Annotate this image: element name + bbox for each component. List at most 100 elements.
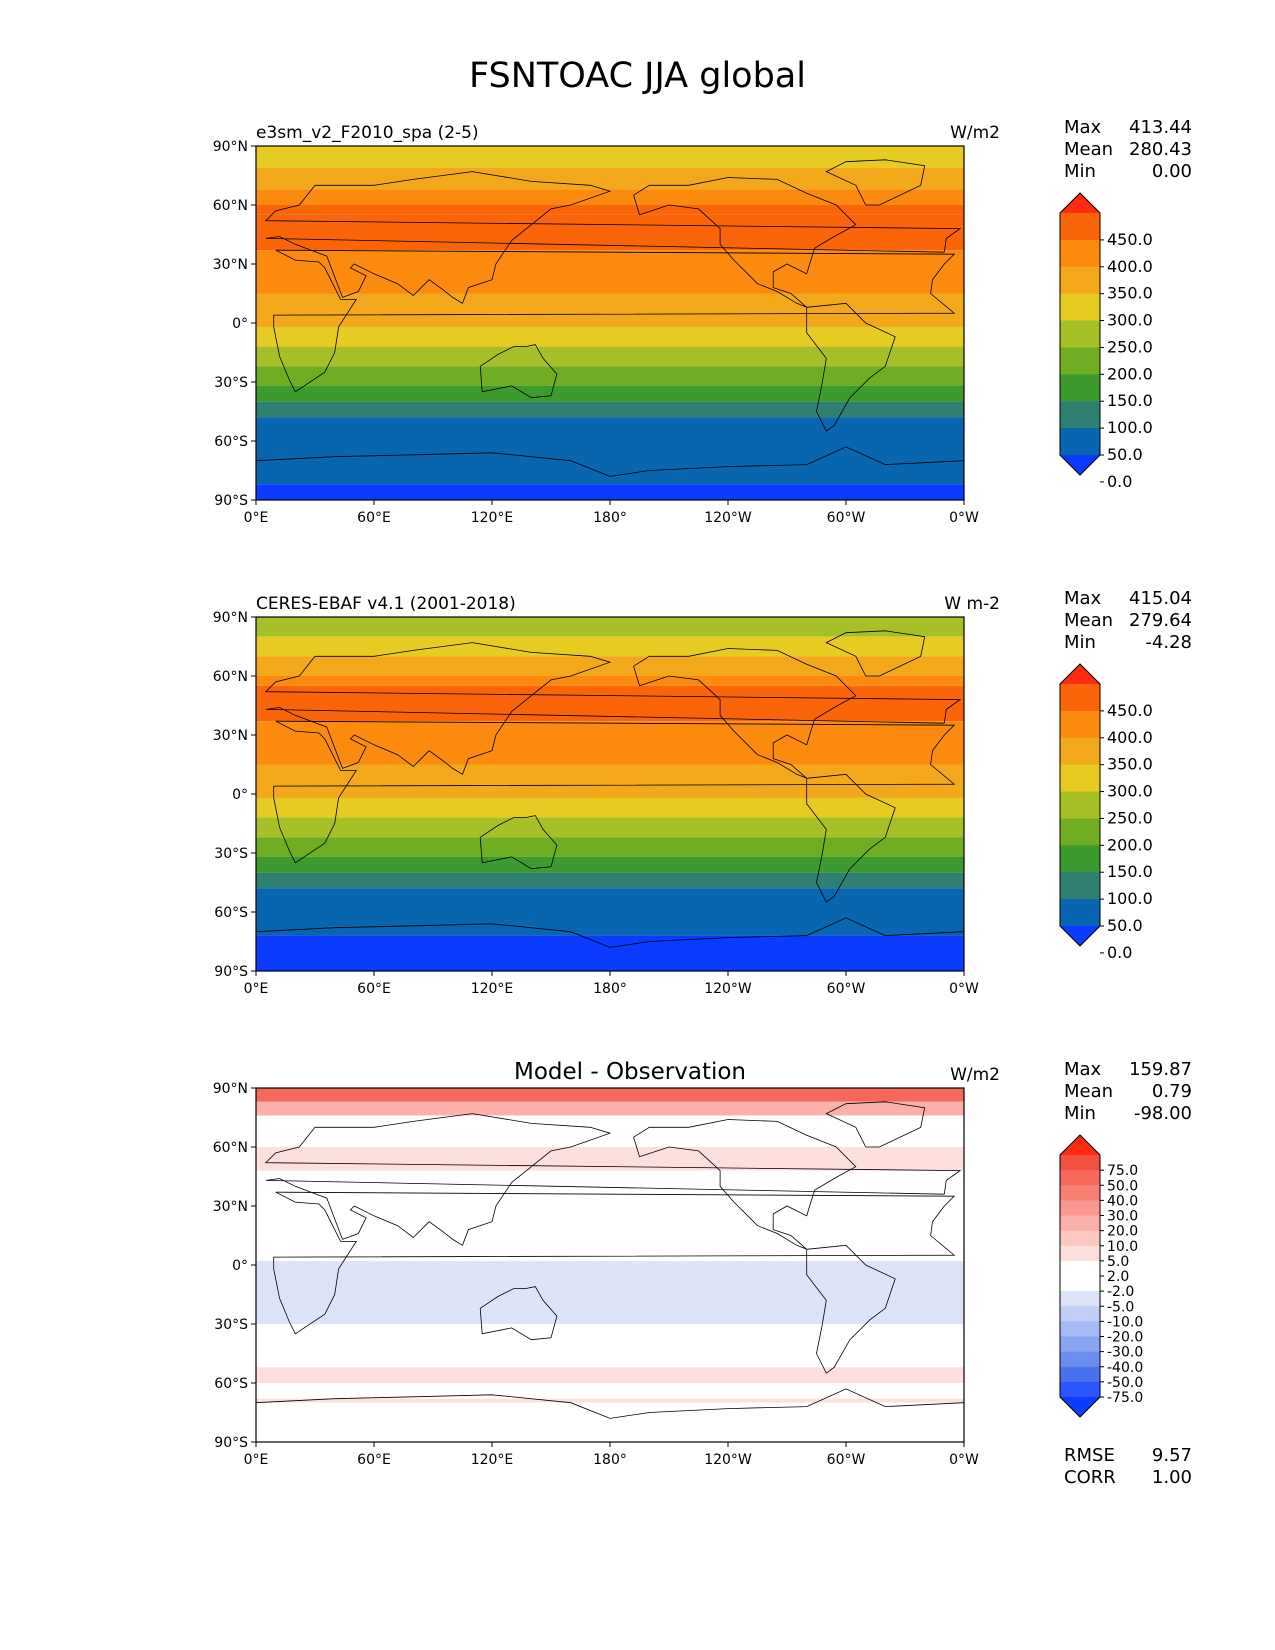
colorbar-segment xyxy=(1060,899,1100,927)
field-band-1 xyxy=(256,167,964,190)
colorbar-extend-max xyxy=(1060,664,1100,684)
colorbar-segment xyxy=(1060,845,1100,873)
colorbar-segment xyxy=(1060,1155,1100,1171)
stat-label: Mean xyxy=(1064,1081,1114,1102)
lon-tick-label: 60°E xyxy=(357,1452,391,1468)
colorbar-label: 50.0 xyxy=(1107,916,1143,935)
colorbar-segment xyxy=(1060,1351,1100,1368)
colorbar-segment xyxy=(1060,684,1100,712)
colorbar-label: 350.0 xyxy=(1107,755,1153,774)
stat-value: 279.64 xyxy=(1129,610,1192,631)
lon-tick-label: 120°E xyxy=(471,981,514,997)
colorbar: -75.0-50.0-40.0-30.0-20.0-10.0-5.0-2.02.… xyxy=(1059,1134,1143,1418)
colorbar-segment xyxy=(1060,293,1100,322)
stat-label: Min xyxy=(1064,632,1096,653)
colorbar-segment xyxy=(1060,1200,1100,1216)
lon-tick-label: 0°E xyxy=(244,981,269,997)
stat-label: Min xyxy=(1064,161,1096,182)
colorbar-segment xyxy=(1060,872,1100,900)
coastline-4 xyxy=(479,344,558,399)
colorbar-segment xyxy=(1060,239,1100,268)
lat-tick-label: 60°N xyxy=(213,198,248,214)
stat-label: Mean xyxy=(1064,139,1114,160)
stat-min: Min -4.28 xyxy=(1064,632,1192,654)
lon-tick-label: 60°E xyxy=(357,981,391,997)
field-band-9 xyxy=(256,1367,964,1383)
colorbar-segment xyxy=(1060,1260,1100,1277)
stat-value: 1.00 xyxy=(1151,1467,1192,1488)
lat-tick-label: 30°N xyxy=(213,257,248,273)
field-band-1 xyxy=(256,636,964,657)
field-band-3 xyxy=(256,676,964,686)
coastline-6 xyxy=(255,446,965,477)
stats-block: Max 415.04 Mean 279.64 Min -4.28 xyxy=(1064,588,1192,654)
field-band-9 xyxy=(256,366,964,386)
panel-left-title: CERES-EBAF v4.1 (2001-2018) xyxy=(256,594,516,614)
coastline-3 xyxy=(806,773,896,903)
field-band-12 xyxy=(256,417,964,441)
field-band-4 xyxy=(256,214,964,251)
coastlines xyxy=(255,1101,965,1419)
stat-value: 0.79 xyxy=(1151,1081,1192,1102)
lon-tick-label: 60°W xyxy=(827,981,866,997)
field-band-13 xyxy=(256,441,964,485)
colorbar-label: 450.0 xyxy=(1107,701,1153,720)
map-plot: 90°N 60°N 30°N 0° 30°S 60°S 90°S0°E 60°E 120°E 18… xyxy=(213,610,979,997)
colorbar-label: -50.0 xyxy=(1107,1375,1143,1391)
lon-tick-label: 180° xyxy=(593,1452,627,1468)
colorbar-label: -75.0 xyxy=(1107,1390,1143,1406)
lon-tick-label: 180° xyxy=(593,510,627,526)
stat-label: Max xyxy=(1064,1059,1102,1080)
lon-tick-label: 120°W xyxy=(704,510,752,526)
colorbar-segment xyxy=(1060,1336,1100,1353)
colorbar-segment xyxy=(1060,266,1100,295)
colorbar-label: 40.0 xyxy=(1107,1193,1138,1209)
stat-mean: Mean 279.64 xyxy=(1064,610,1192,632)
field-band-8 xyxy=(256,1324,964,1368)
colorbar-segment xyxy=(1060,1366,1100,1383)
field-band-7 xyxy=(256,1288,964,1324)
colorbar-extend-min xyxy=(1060,1397,1100,1417)
lat-tick-label: 60°N xyxy=(213,1140,248,1156)
lon-tick-label: 60°W xyxy=(827,1452,866,1468)
panel-difference: Model - Observation W/m2 90°N 60°N 30°N 0° 3… xyxy=(0,1057,1275,1497)
panel-center-title: Model - Observation xyxy=(513,1059,747,1085)
lat-tick-label: 30°N xyxy=(213,728,248,744)
colorbar-label: 10.0 xyxy=(1107,1239,1138,1255)
field-band-0 xyxy=(256,1088,964,1102)
stat-value: 0.00 xyxy=(1151,161,1192,182)
stats-block: Max 413.44 Mean 280.43 Min 0.00 xyxy=(1064,117,1192,183)
colorbar-segment xyxy=(1060,1306,1100,1322)
colorbar-label: 100.0 xyxy=(1107,889,1153,908)
stat-label: Mean xyxy=(1064,610,1114,631)
coastline-1 xyxy=(264,642,962,775)
field-band-5 xyxy=(256,1245,964,1262)
field-band-8 xyxy=(256,817,964,838)
stat-label: RMSE xyxy=(1064,1445,1115,1466)
colorbar-segment xyxy=(1060,737,1100,766)
field-band-14 xyxy=(256,484,964,500)
stat-max: Max 415.04 xyxy=(1064,588,1192,610)
stat-mean: Mean 0.79 xyxy=(1064,1081,1192,1103)
lat-tick-label: 0° xyxy=(232,1258,248,1274)
lon-tick-label: 120°W xyxy=(704,981,752,997)
coastline-3 xyxy=(806,1244,896,1374)
stats-block: Max 159.87 Mean 0.79 Min -98.00 xyxy=(1064,1059,1192,1125)
colorbar: 0.0 50.0 100.0 150.0 200.0 250.0 300.0 350.0 400… xyxy=(1059,192,1153,491)
colorbar-label: 50.0 xyxy=(1107,445,1143,464)
stat-min: Min -98.00 xyxy=(1064,1103,1192,1125)
coastline-5 xyxy=(825,630,926,677)
field-band-3 xyxy=(256,1147,964,1171)
field-band-5 xyxy=(256,250,964,294)
field-band-4 xyxy=(256,685,964,722)
colorbar-label: 75.0 xyxy=(1107,1163,1138,1179)
stat-rmse: RMSE 9.57 xyxy=(1064,1445,1192,1467)
colorbar-label: -5.0 xyxy=(1107,1299,1134,1315)
colorbar-extend-max xyxy=(1060,1135,1100,1155)
colorbar-segment xyxy=(1060,347,1100,375)
coastline-0 xyxy=(273,720,956,864)
colorbar-label: 450.0 xyxy=(1107,230,1153,249)
colorbar-segment xyxy=(1060,1381,1100,1398)
coastlines xyxy=(255,159,965,477)
colorbar-segment xyxy=(1060,401,1100,429)
